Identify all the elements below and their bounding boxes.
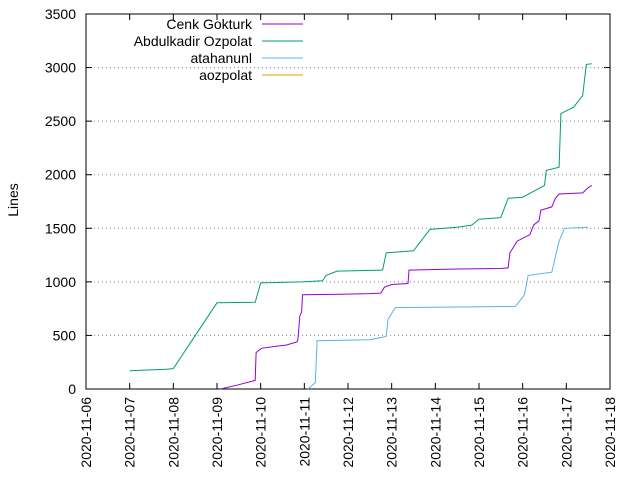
series-line-atahanunl [307, 226, 589, 390]
y-tick-label: 0 [68, 381, 76, 397]
y-tick-label: 500 [53, 327, 77, 343]
x-tick-label: 2020-11-17 [558, 397, 574, 468]
legend-label: Abdulkadir Ozpolat [134, 33, 252, 49]
series-line-cenk-gokturk [220, 184, 593, 390]
y-tick-label: 2000 [45, 167, 76, 183]
legend-label: aozpolat [199, 67, 252, 83]
y-tick-label: 2500 [45, 113, 76, 129]
y-tick-label: 1000 [45, 274, 76, 290]
x-tick-label: 2020-11-12 [340, 397, 356, 468]
x-tick-label: 2020-11-06 [78, 397, 94, 468]
x-tick-label: 2020-11-09 [209, 397, 225, 468]
legend-label: atahanunl [190, 50, 252, 66]
x-tick-label: 2020-11-08 [165, 397, 181, 468]
plot-frame [85, 13, 611, 390]
y-tick-label: 1500 [45, 220, 76, 236]
series-line-abdulkadir-ozpolat [129, 63, 592, 372]
axes: 0 500 1000 1500 2000 2500 3000 3500 2020-11-06 20… [45, 6, 618, 468]
legend-label: Cenk Gokturk [166, 16, 253, 32]
plot-area [85, 13, 611, 390]
y-tick-label: 3000 [45, 60, 76, 76]
y-tick-label: 3500 [45, 6, 76, 22]
series-layer [129, 63, 593, 390]
x-tick-label: 2020-11-10 [253, 397, 269, 468]
x-tick-label: 2020-11-16 [515, 397, 531, 468]
gridlines [86, 67, 610, 336]
y-axis-label: Lines [5, 183, 21, 216]
x-tick-label: 2020-11-18 [602, 397, 618, 468]
x-tick-label: 2020-11-07 [122, 397, 138, 468]
x-tick-label: 2020-11-15 [471, 397, 487, 468]
x-tick-label: 2020-11-11 [296, 397, 312, 467]
x-tick-label: 2020-11-14 [427, 397, 443, 468]
x-tick-label: 2020-11-13 [384, 397, 400, 468]
